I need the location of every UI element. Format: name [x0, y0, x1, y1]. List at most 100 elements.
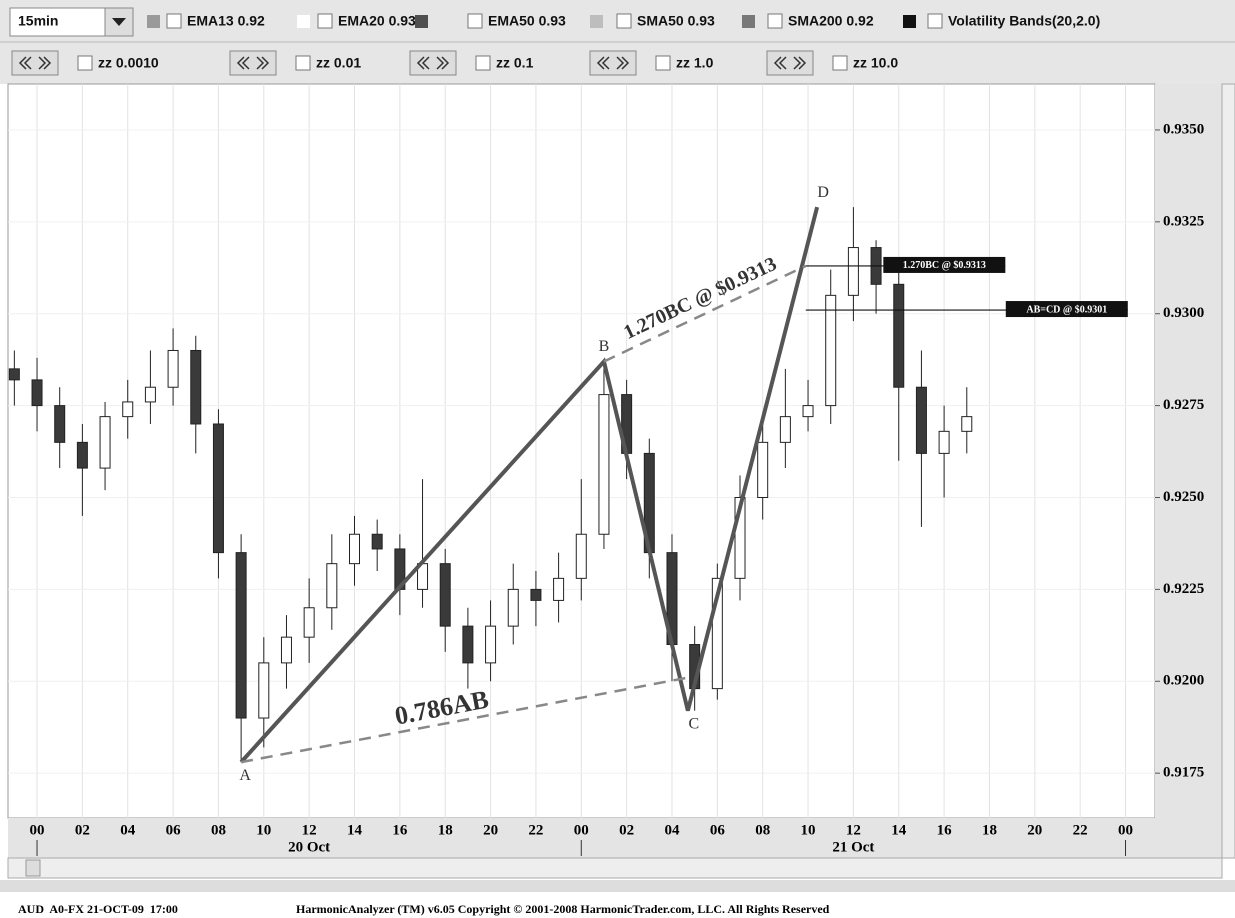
indicator-swatch [415, 15, 428, 28]
candle-body [212, 423, 224, 554]
pattern-line [239, 206, 820, 764]
zigzag-checkbox[interactable] [77, 55, 93, 71]
indicator-checkbox[interactable] [927, 13, 943, 29]
ratio-line [603, 264, 807, 363]
indicator-checkbox[interactable] [616, 13, 632, 29]
indicator-checkbox[interactable] [317, 13, 333, 29]
zigzag-label: zz 1.0 [676, 55, 714, 71]
indicator-swatch [742, 15, 755, 28]
candle-body [303, 607, 315, 638]
zigzag-label: zz 0.0010 [98, 55, 159, 71]
splitter[interactable] [0, 880, 1235, 892]
candle-body [371, 533, 383, 550]
indicator-label: EMA13 0.92 [187, 13, 265, 29]
y-tick-label: 0.9300 [1163, 305, 1204, 321]
candle-body [76, 441, 88, 469]
x-tick-label: 08 [755, 822, 770, 838]
candle-body [167, 349, 179, 388]
y-tick-label: 0.9250 [1163, 489, 1204, 505]
candle-body [99, 416, 111, 469]
dropdown-arrow [112, 18, 126, 26]
h-scroll-thumb[interactable] [25, 859, 41, 877]
zigzag-nav[interactable] [229, 50, 277, 76]
candle-body [757, 441, 769, 498]
candle-body [553, 577, 565, 601]
zigzag-label: zz 0.01 [316, 55, 361, 71]
x-tick-label: 06 [710, 822, 726, 838]
candle-body [144, 386, 156, 403]
candle-body [485, 625, 497, 664]
day-label: 20 Oct [288, 839, 330, 855]
level-label-box [883, 256, 1006, 273]
indicator-swatch [147, 15, 160, 28]
indicator-label: SMA200 0.92 [788, 13, 874, 29]
pattern-point-label: D [817, 184, 829, 201]
candle-body [938, 430, 950, 454]
x-tick-label: 20 [1027, 822, 1042, 838]
y-tick-label: 0.9275 [1163, 397, 1204, 413]
candle-body [280, 636, 292, 664]
price-axis-bg [1155, 84, 1222, 818]
pattern-point-label: A [239, 767, 251, 784]
x-tick-label: 00 [1118, 822, 1133, 838]
x-tick-label: 04 [120, 822, 136, 838]
ratio-line [240, 676, 689, 764]
level-label: AB=CD @ $0.9301 [1026, 304, 1107, 315]
zigzag-nav[interactable] [766, 50, 814, 76]
zigzag-label: zz 0.1 [496, 55, 534, 71]
candle-body [847, 247, 859, 296]
x-tick-label: 10 [256, 822, 271, 838]
indicator-checkbox[interactable] [166, 13, 182, 29]
nav-arrows [236, 56, 270, 70]
candle-body [462, 625, 474, 664]
pattern-point-label: B [599, 338, 610, 355]
x-tick-label: 18 [438, 822, 453, 838]
nav-arrows [596, 56, 630, 70]
level-label-box [1005, 301, 1128, 318]
x-tick-label: 00 [574, 822, 589, 838]
candle-body [734, 496, 746, 579]
y-tick-label: 0.9200 [1163, 673, 1204, 689]
x-tick-label: 08 [211, 822, 226, 838]
zigzag-checkbox[interactable] [832, 55, 848, 71]
candle-body [507, 588, 519, 627]
nav-arrows [18, 56, 52, 70]
y-tick-label: 0.9325 [1163, 213, 1204, 229]
time-axis-bg [8, 818, 1222, 858]
candle-body [122, 401, 134, 418]
nav-arrows [416, 56, 450, 70]
indicator-label: Volatility Bands(20,2.0) [948, 13, 1100, 29]
indicator-label: EMA20 0.93 [338, 13, 416, 29]
level-label: 1.270BC @ $0.9313 [903, 260, 986, 271]
zigzag-checkbox[interactable] [475, 55, 491, 71]
candle-body [326, 563, 338, 609]
zigzag-nav[interactable] [589, 50, 637, 76]
indicator-checkbox[interactable] [467, 13, 483, 29]
x-tick-label: 12 [846, 822, 861, 838]
indicator-swatch [903, 15, 916, 28]
candle-body [802, 405, 814, 418]
x-tick-label: 22 [528, 822, 543, 838]
footer-symbol: AUD A0-FX 21-OCT-09 17:00 [18, 902, 178, 916]
zigzag-nav[interactable] [11, 50, 59, 76]
x-tick-label: 02 [75, 822, 90, 838]
x-tick-label: 16 [937, 822, 953, 838]
x-tick-label: 12 [302, 822, 317, 838]
x-tick-label: 14 [891, 822, 907, 838]
candle-body [235, 552, 247, 719]
timeframe-select[interactable] [9, 7, 106, 37]
x-tick-label: 04 [664, 822, 680, 838]
zigzag-checkbox[interactable] [295, 55, 311, 71]
v-scrollbar[interactable] [1221, 83, 1235, 859]
indicator-swatch [297, 15, 310, 28]
zigzag-checkbox[interactable] [655, 55, 671, 71]
y-tick-label: 0.9175 [1163, 765, 1204, 781]
x-tick-label: 00 [30, 822, 45, 838]
candle-body [258, 662, 270, 719]
x-tick-label: 20 [483, 822, 498, 838]
h-scrollbar[interactable] [7, 857, 1223, 879]
candle-body [825, 294, 837, 407]
candle-body [779, 416, 791, 443]
indicator-checkbox[interactable] [767, 13, 783, 29]
zigzag-nav[interactable] [409, 50, 457, 76]
